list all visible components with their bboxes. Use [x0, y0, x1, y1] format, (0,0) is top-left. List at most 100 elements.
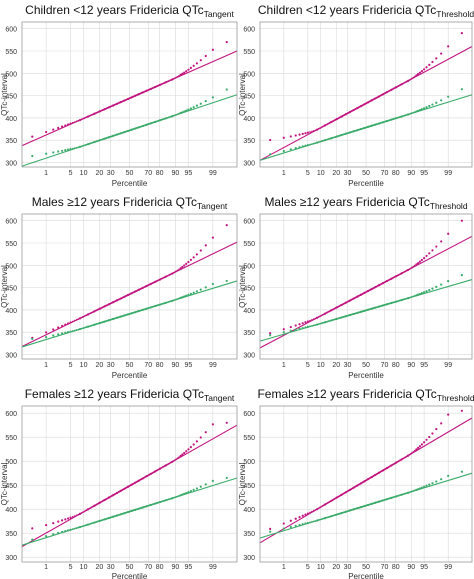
chart-title-main: Females ≥12 years Fridericia QTc: [257, 387, 436, 401]
data-point-magenta: [181, 265, 184, 269]
x-tick-label: 99: [444, 564, 452, 571]
data-point-magenta: [413, 75, 416, 78]
data-point-magenta: [312, 318, 315, 321]
data-point-green: [289, 525, 292, 529]
data-point-green: [211, 282, 214, 286]
data-point-magenta: [175, 76, 178, 79]
data-point-green: [178, 297, 180, 300]
data-point-magenta: [176, 75, 179, 78]
x-tick-label: 1: [282, 564, 286, 571]
data-point-green: [311, 143, 313, 145]
data-point-magenta: [211, 423, 214, 426]
chart-panel-5: Females ≥12 years Fridericia QTcTangent 3…: [0, 387, 238, 579]
data-point-green: [57, 150, 60, 153]
data-point-magenta: [204, 244, 207, 247]
data-point-magenta: [409, 453, 412, 455]
data-point-green: [31, 538, 34, 541]
data-point-magenta: [440, 52, 443, 55]
data-point-green: [45, 534, 48, 538]
data-point-magenta: [81, 511, 84, 514]
data-point-magenta: [311, 319, 313, 321]
data-point-green: [78, 525, 82, 529]
data-point-green: [225, 279, 228, 283]
data-point-green: [420, 108, 424, 111]
x-tick-label: 95: [420, 564, 428, 571]
x-tick-label: 95: [420, 362, 428, 369]
data-point-magenta: [204, 54, 207, 58]
data-point-magenta: [408, 453, 411, 456]
y-tick-label: 550: [5, 435, 17, 442]
data-point-magenta: [195, 440, 198, 443]
data-point-green: [185, 109, 188, 112]
data-point-magenta: [319, 127, 321, 129]
y-tick-label: 450: [243, 286, 255, 293]
data-point-green: [175, 496, 178, 498]
data-point-green: [78, 328, 82, 331]
plot-border: [259, 405, 473, 563]
data-point-green: [185, 294, 188, 297]
data-point-magenta: [301, 322, 304, 325]
x-tick-label: 80: [392, 170, 400, 177]
data-point-green: [57, 333, 60, 336]
data-point-magenta: [431, 432, 434, 435]
data-point-green: [428, 104, 431, 108]
data-point-green: [306, 143, 309, 147]
data-point-magenta: [412, 265, 415, 268]
x-tick-label: 10: [317, 564, 325, 571]
x-tick-label: 50: [362, 362, 370, 369]
data-point-magenta: [225, 224, 228, 227]
y-tick-label: 300: [5, 161, 17, 168]
data-point-magenta: [75, 318, 78, 321]
data-point-magenta: [289, 519, 292, 522]
data-point-magenta: [71, 515, 74, 518]
data-point-green: [269, 334, 272, 337]
data-point-magenta: [185, 70, 188, 73]
x-axis-label: Percentile: [348, 371, 384, 380]
data-point-magenta: [189, 258, 192, 261]
data-point-magenta: [52, 128, 55, 131]
data-point-magenta: [179, 73, 182, 76]
data-point-magenta: [435, 245, 438, 248]
x-tick-label: 30: [107, 170, 115, 177]
data-point-green: [314, 520, 317, 522]
x-tick-label: 95: [185, 170, 193, 177]
data-point-magenta: [178, 456, 180, 459]
chart-title-main: Males ≥12 years Fridericia QTc: [32, 195, 197, 209]
data-point-magenta: [309, 319, 311, 322]
data-point-magenta: [61, 125, 64, 128]
data-point-green: [80, 327, 83, 330]
x-tick-label: 70: [144, 170, 152, 177]
data-point-green: [435, 101, 438, 104]
data-point-green: [71, 528, 74, 531]
data-point-magenta: [71, 320, 74, 323]
data-point-magenta: [192, 64, 195, 67]
data-point-green: [211, 479, 214, 482]
data-point-magenta: [298, 323, 301, 326]
data-point-magenta: [75, 120, 78, 123]
data-point-green: [73, 527, 76, 530]
data-point-magenta: [45, 331, 48, 334]
data-point-magenta: [317, 507, 320, 510]
data-point-magenta: [306, 320, 309, 323]
data-point-green: [314, 324, 317, 326]
data-point-magenta: [415, 263, 418, 266]
data-point-magenta: [64, 323, 67, 326]
x-tick-label: 30: [344, 170, 352, 177]
data-point-green: [61, 530, 64, 534]
data-point-magenta: [73, 319, 76, 322]
data-point-magenta: [412, 76, 415, 79]
data-point-green: [71, 330, 74, 332]
data-point-green: [425, 106, 428, 109]
data-point-magenta: [417, 72, 420, 76]
x-tick-label: 80: [392, 564, 400, 571]
y-tick-label: 450: [5, 286, 17, 293]
data-point-green: [176, 298, 179, 300]
data-point-green: [45, 335, 48, 339]
data-point-magenta: [269, 527, 272, 530]
data-point-green: [78, 145, 82, 148]
y-tick-label: 500: [5, 459, 17, 466]
y-axis-label: QTc-interval: [0, 73, 9, 116]
data-point-magenta: [319, 506, 321, 509]
data-point-magenta: [181, 72, 184, 75]
data-point-magenta: [294, 517, 297, 520]
